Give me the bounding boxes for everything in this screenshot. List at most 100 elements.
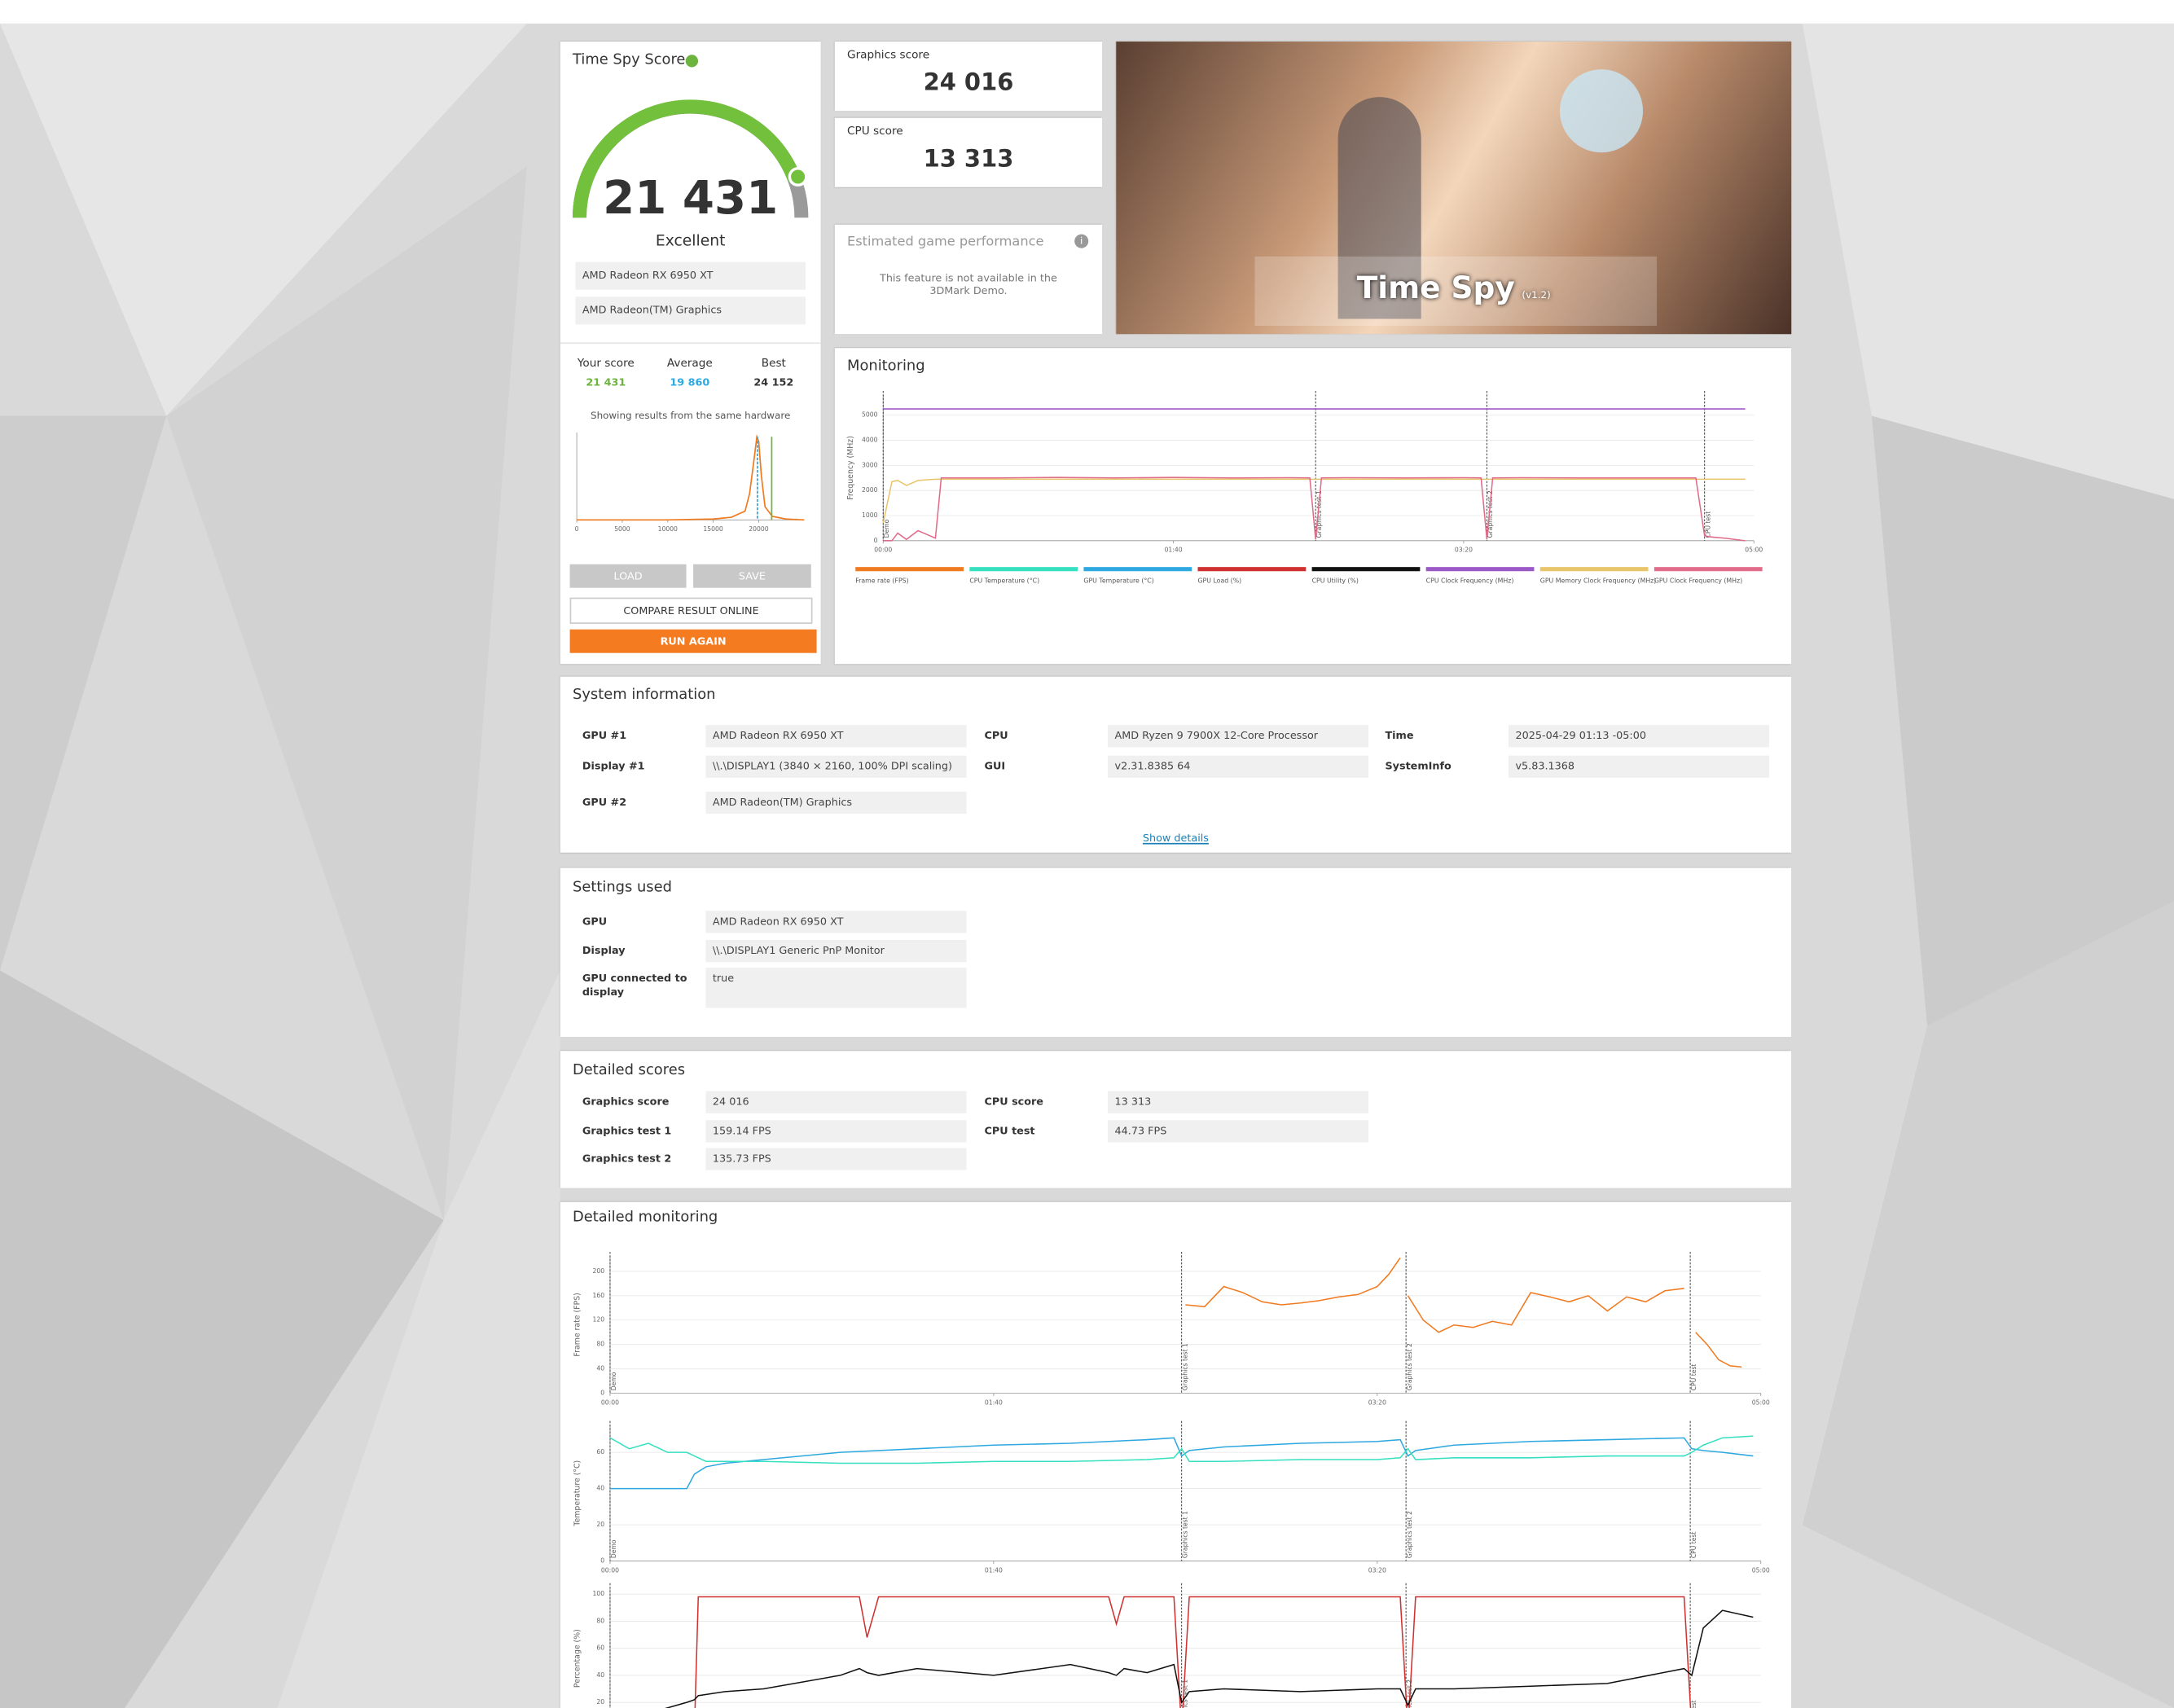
verified-icon — [685, 55, 699, 68]
score-title: Time Spy Score — [572, 50, 686, 68]
run-button[interactable]: RUN AGAIN — [569, 629, 817, 653]
value: 13 313 — [923, 145, 1014, 173]
test-marker-label: Graphics test 1 — [1315, 490, 1323, 538]
gauge-track — [572, 99, 809, 218]
y-tick-label: 80 — [596, 1341, 604, 1348]
banner: Time Spy (v1.2) — [1116, 42, 1792, 335]
legend-label: CPU Temperature (°C) — [969, 577, 1039, 585]
legend-swatch — [1083, 567, 1192, 572]
legend-swatch — [855, 567, 964, 572]
series-line — [882, 478, 1746, 524]
comparison-value: 21 431 — [586, 376, 626, 389]
label: CPU score — [847, 125, 903, 138]
field-value: AMD Radeon RX 6950 XT — [705, 911, 967, 933]
legend-swatch — [1425, 567, 1535, 572]
load-button[interactable]: LOAD — [569, 564, 687, 588]
x-tick-label: 03:20 — [1368, 1566, 1386, 1574]
field-value: 135.73 FPS — [705, 1148, 967, 1170]
gauge-fill — [572, 99, 802, 218]
field-label: CPU — [984, 729, 1008, 742]
x-tick-label: 00:00 — [601, 1566, 619, 1574]
y-tick-label: 0 — [874, 537, 878, 544]
series-line — [694, 1596, 1692, 1708]
version: (v1.2) — [1522, 289, 1551, 301]
field-label: SystemInfo — [1385, 759, 1452, 773]
detailed-scores-card: Detailed scores Graphics score 24 016 Grap… — [560, 1051, 1792, 1188]
legend-swatch — [1197, 567, 1307, 572]
legend-swatch — [1311, 567, 1421, 572]
test-marker-label: Graphics test 2 — [1406, 1511, 1413, 1558]
label: Graphics score — [847, 48, 930, 61]
comparison-label: Average — [667, 357, 713, 370]
test-marker-label: Graphics test 1 — [1181, 1511, 1188, 1558]
field-label: GPU #1 — [582, 729, 627, 742]
message: This feature is not available in the 3DM… — [880, 271, 1057, 297]
y-tick-label: 40 — [596, 1485, 604, 1492]
x-tick-label: 10000 — [658, 525, 678, 533]
y-axis-label: Frequency (MHz) — [846, 436, 855, 500]
settings-card: Settings used GPU AMD Radeon RX 6950 XT Di… — [560, 867, 1792, 1038]
y-tick-label: 0 — [600, 1390, 604, 1397]
x-tick-label: 5000 — [614, 525, 630, 533]
legend-swatch — [1539, 567, 1649, 572]
field-value: \\.\DISPLAY1 (3840 × 2160, 100% DPI scal… — [705, 755, 967, 778]
gauge-knob — [788, 167, 808, 187]
y-tick-label: 4000 — [862, 437, 878, 444]
cpu-score-card: CPU score 13 313 — [834, 117, 1103, 187]
title: Detailed scores — [572, 1061, 686, 1079]
test-marker-label: Demo — [883, 519, 890, 538]
x-tick-label: 01:40 — [985, 1566, 1003, 1574]
field-label: Display — [582, 943, 626, 956]
test-marker-label: CPU test — [1690, 1364, 1697, 1391]
info-icon[interactable]: i — [1074, 234, 1089, 248]
graphics-score-card: Graphics score 24 016 — [834, 42, 1103, 112]
x-tick-label: 01:40 — [1165, 547, 1183, 554]
legend-label: CPU Utility (%) — [1312, 577, 1359, 585]
y-tick-label: 100 — [593, 1590, 605, 1597]
y-tick-label: 80 — [596, 1617, 604, 1624]
decor — [1337, 97, 1421, 319]
y-tick-label: 200 — [593, 1267, 605, 1275]
x-tick-label: 01:40 — [985, 1399, 1003, 1407]
legend-swatch — [969, 567, 1078, 572]
legend-label: GPU Memory Clock Frequency (MHz) — [1540, 577, 1657, 585]
comparison-label: Best — [762, 357, 787, 370]
series-line — [665, 1609, 1754, 1708]
y-tick-label: 3000 — [862, 461, 878, 468]
separator — [560, 342, 821, 345]
field-label: GUI — [984, 759, 1006, 773]
x-tick-label: 05:00 — [1752, 1399, 1770, 1407]
field-value: v2.31.8385 64 — [1108, 755, 1369, 778]
series-line — [1185, 1257, 1742, 1368]
title: Detailed monitoring — [572, 1209, 718, 1226]
field-value: AMD Ryzen 9 7900X 12-Core Processor — [1108, 725, 1369, 748]
test-marker-label: Graphics test 1 — [1181, 1679, 1188, 1708]
legend-label: CPU Clock Frequency (MHz) — [1426, 577, 1514, 585]
title: Monitoring — [847, 358, 925, 375]
hardware-item: AMD Radeon RX 6950 XT — [575, 261, 806, 290]
field-label: Graphics test 2 — [582, 1152, 672, 1165]
show-details-link[interactable]: Show details — [1142, 832, 1209, 845]
x-tick-label: 20000 — [749, 525, 768, 533]
y-axis-label: Temperature (°C) — [573, 1460, 582, 1527]
compare-button[interactable]: COMPARE RESULT ONLINE — [569, 597, 813, 624]
save-button[interactable]: SAVE — [693, 564, 811, 588]
field-value: 2025-04-29 01:13 -05:00 — [1508, 725, 1769, 748]
field-value: AMD Radeon RX 6950 XT — [705, 725, 967, 748]
field-label: Graphics score — [582, 1095, 670, 1108]
y-tick-label: 20 — [596, 1521, 604, 1528]
field-label: GPU #2 — [582, 796, 627, 809]
test-marker-label: Graphics test 2 — [1406, 1343, 1413, 1390]
value: 24 016 — [923, 69, 1014, 98]
test-marker-label: Graphics test 1 — [1181, 1343, 1188, 1390]
y-tick-label: 5000 — [862, 411, 878, 419]
game-performance-card: Estimated game performance i This featur… — [834, 224, 1103, 335]
field-value: 24 016 — [705, 1091, 967, 1113]
score-rating: Excellent — [655, 231, 726, 250]
x-tick-label: 05:00 — [1745, 547, 1763, 554]
field-value: v5.83.1368 — [1508, 755, 1769, 778]
field-value: true — [705, 968, 967, 1008]
